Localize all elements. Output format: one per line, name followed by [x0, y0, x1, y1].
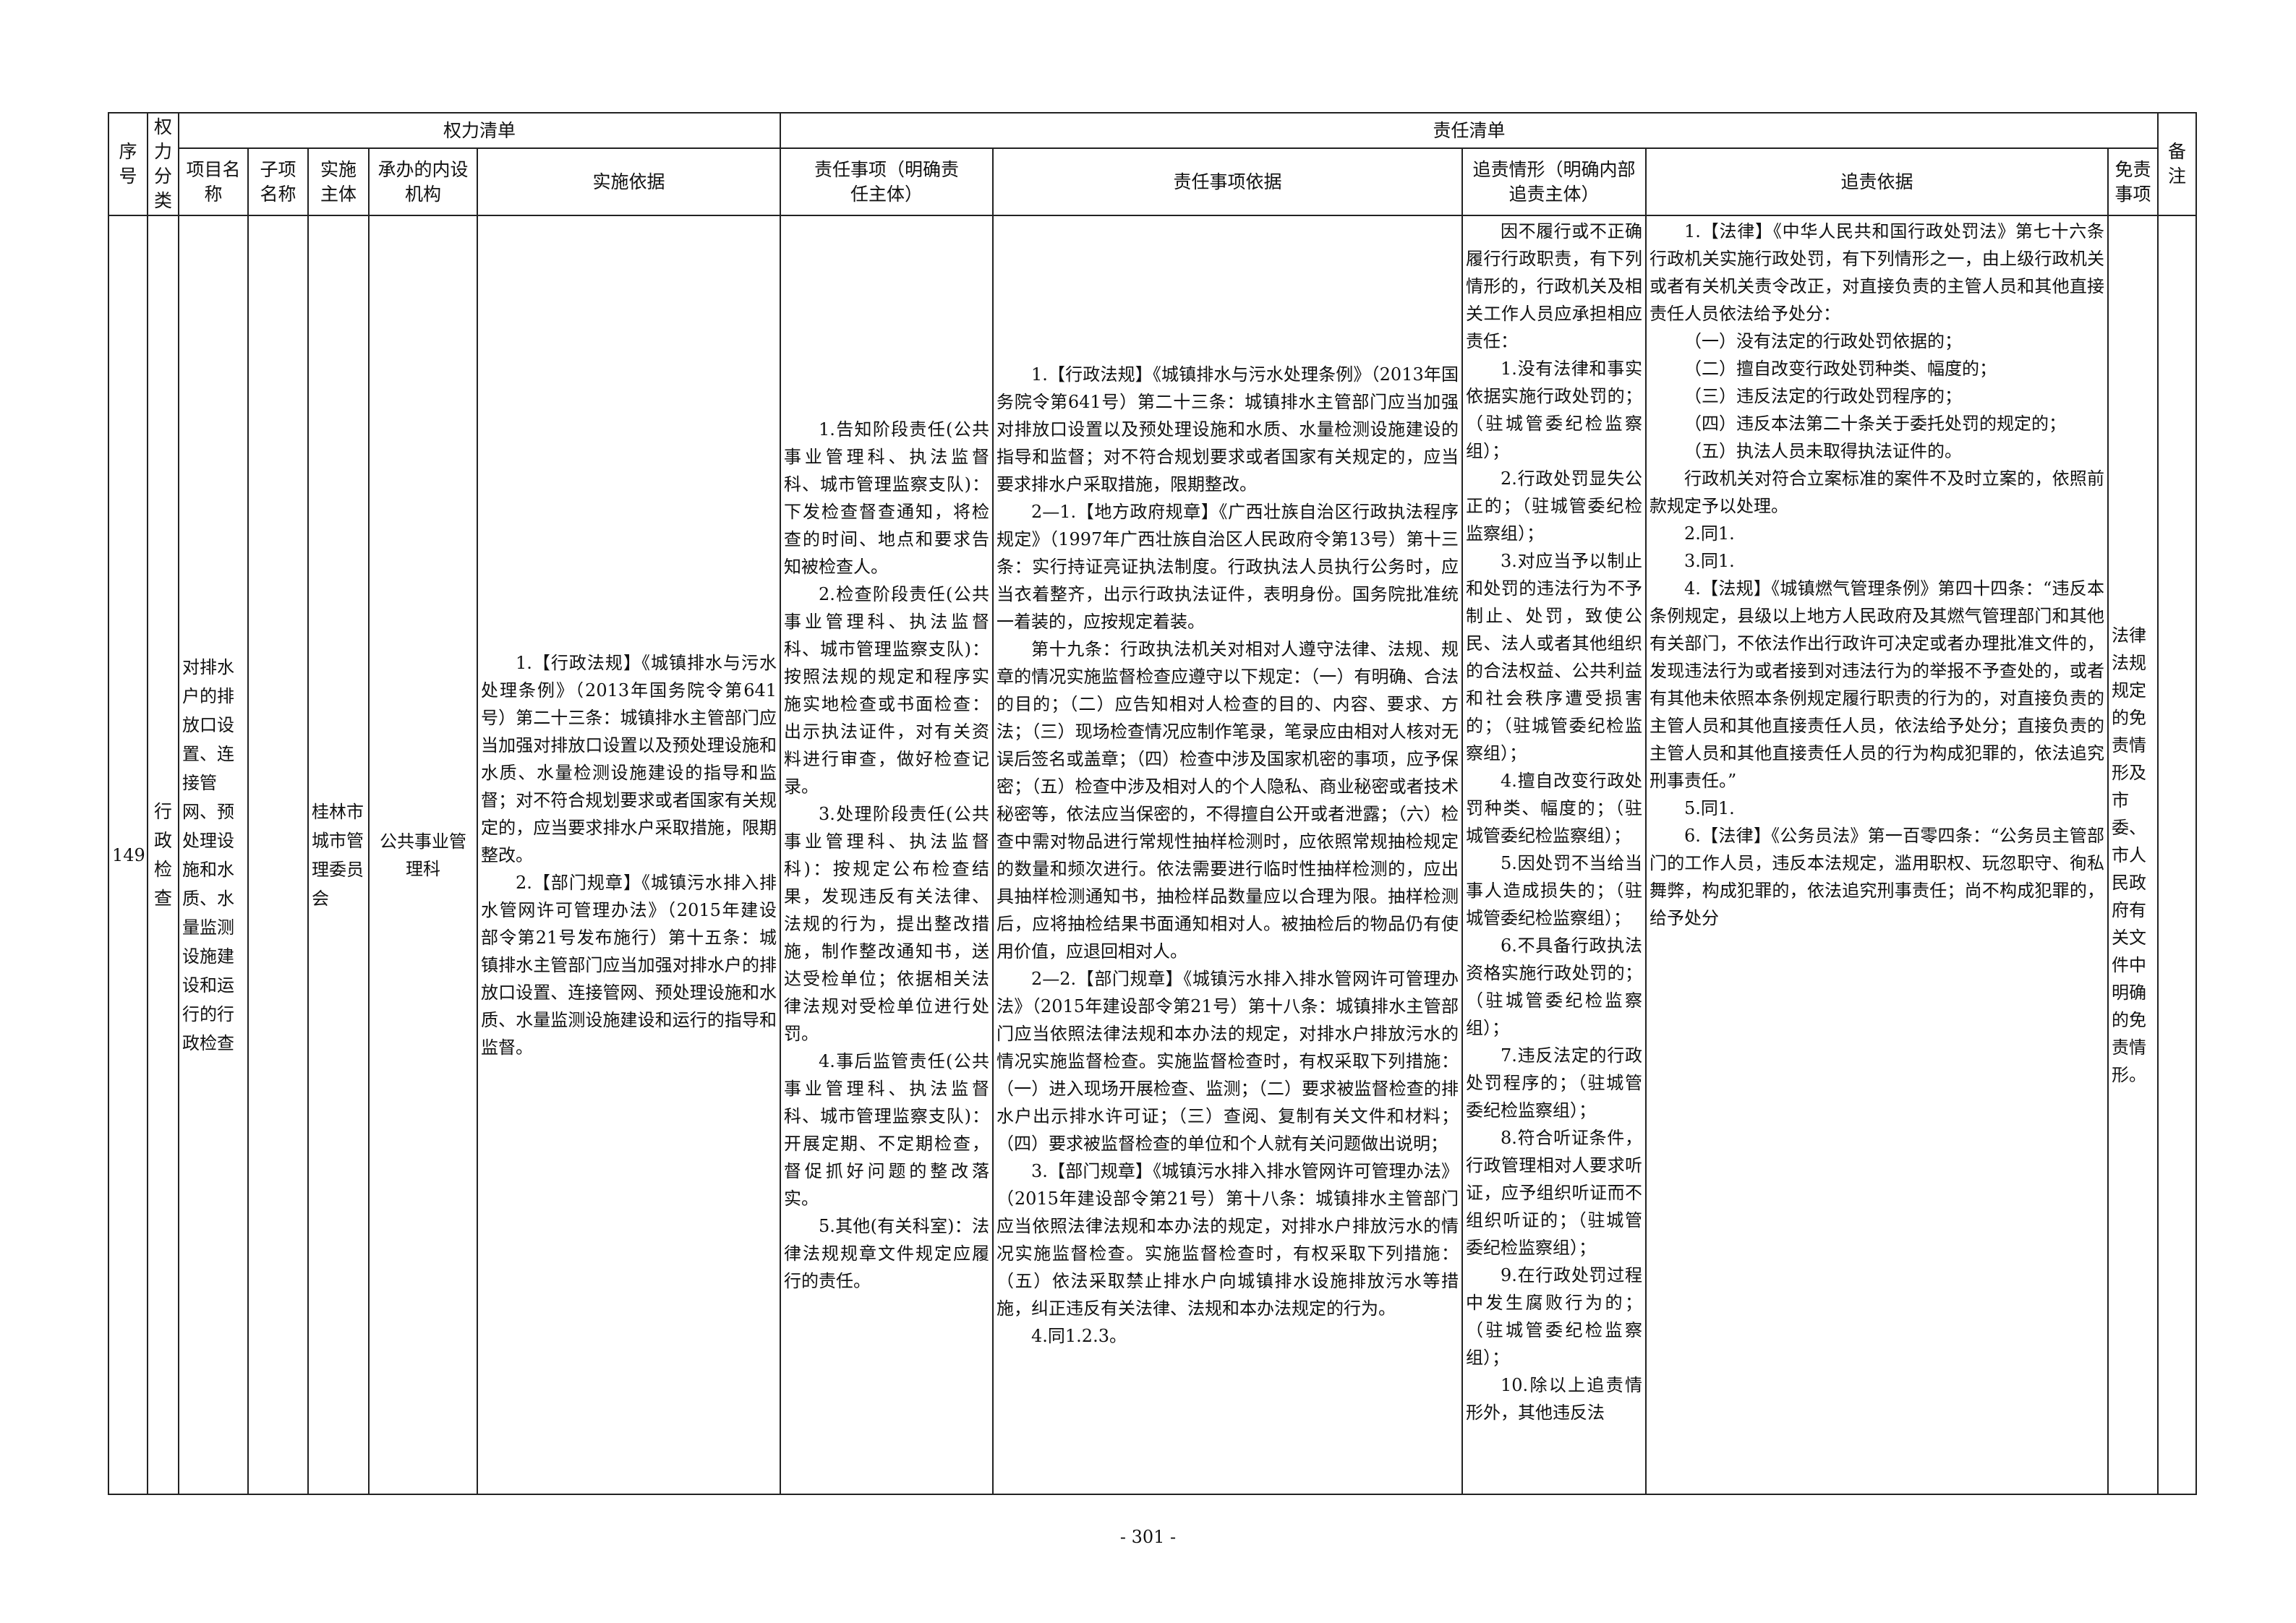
- paragraph: （五）执法人员未取得执法证件的。: [1684, 441, 1963, 461]
- table-row: 149 行政检查 对排水户的排放口设置、连接管网、预处理设施和水质、水量监测设施…: [108, 215, 2198, 1495]
- header-resp-basis: 责任事项依据: [992, 147, 1464, 216]
- paragraph: 10.除以上追责情形外，其他违反法: [1466, 1375, 1643, 1423]
- paragraph: 9.在行政处罚过程中发生腐败行为的；（驻城管委纪检监察组）；: [1466, 1265, 1643, 1368]
- paragraph: 4.【法规】《城镇燃气管理条例》第四十四条：“违反本条例规定，县级以上地方人民政…: [1650, 578, 2105, 791]
- paragraph: 1.【法律】《中华人民共和国行政处罚法》第七十六条 行政机关实施行政处罚，有下列…: [1650, 221, 2105, 324]
- paragraph: 6.不具备行政执法资格实施行政处罚的；（驻城管委纪检监察组）；: [1466, 935, 1643, 1038]
- header-sub-item-name: 子项名称: [247, 147, 309, 216]
- header-remarks: 备注: [2157, 112, 2198, 216]
- cell-exemption: 法律法规规定的免责情形及市委、市人民政府有关文件中明确的免责情形。: [2107, 215, 2159, 1495]
- paragraph: 5.因处罚不当给当事人造成损失的；（驻城管委纪检监察组）；: [1466, 853, 1643, 928]
- paragraph: （一）没有法定的行政处罚依据的；: [1684, 331, 1963, 351]
- paragraph: 2.【部门规章】《城镇污水排入排水管网许可管理办法》（2015年建设部令第21号…: [481, 872, 777, 1058]
- paragraph: （二）擅自改变行政处罚种类、幅度的；: [1684, 359, 1997, 379]
- header-accountability: 追责情形（明确内部追责主体）: [1461, 147, 1647, 216]
- header-item-name: 项目名称: [178, 147, 249, 216]
- header-accountability-basis: 追责依据: [1645, 147, 2109, 216]
- paragraph: 6.【法律】《公务员法》第一百零四条：“公务员主管部门的工作人员，违反本法规定，…: [1650, 826, 2105, 928]
- paragraph: 因不履行或不正确履行行政职责，有下列情形的，行政机关及相关工作人员应承担相应责任…: [1466, 221, 1643, 351]
- paragraph: （四）违反本法第二十条关于委托处罚的规定的；: [1684, 414, 2067, 434]
- cell-item-name: 对排水户的排放口设置、连接管网、预处理设施和水质、水量监测设施建设和运行的行政检…: [178, 215, 249, 1495]
- paragraph: 第十九条：行政执法机关对相对人遵守法律、法规、规章的情况实施监督检查应遵守以下规…: [997, 638, 1459, 962]
- paragraph: 1.【行政法规】《城镇排水与污水处理条例》（2013年国务院令第641号）第二十…: [997, 364, 1459, 494]
- header-responsibility-list: 责任清单: [780, 112, 2159, 149]
- cell-accountability: 因不履行或不正确履行行政职责，有下列情形的，行政机关及相关工作人员应承担相应责任…: [1461, 215, 1647, 1495]
- cell-internal-org: 公共事业管理科: [368, 215, 478, 1495]
- cell-resp-basis: 1.【行政法规】《城镇排水与污水处理条例》（2013年国务院令第641号）第二十…: [992, 215, 1464, 1495]
- paragraph: 5.同1.: [1684, 798, 1735, 818]
- paragraph: 1.告知阶段责任(公共事业管理科、执法监督科、城市管理监察支队)：下发检查督查通…: [784, 419, 990, 577]
- paragraph: 行政机关对符合立案标准的案件不及时立案的，依照前款规定予以处理。: [1650, 468, 2105, 516]
- header-resp-items: 责任事项（明确责任主体）: [780, 147, 994, 216]
- paragraph: 3.同1.: [1684, 551, 1735, 571]
- header-basis: 实施依据: [476, 147, 782, 216]
- header-exemption: 免责事项: [2107, 147, 2159, 216]
- page-number: - 301 -: [1119, 1527, 1177, 1547]
- power-responsibility-table: 序号 权力分类 权力清单 责任清单 备注 项目名称 子项名称 实施主体 承办的内…: [108, 112, 2198, 1495]
- cell-seq: 149: [108, 215, 148, 1495]
- paragraph: 2.同1.: [1684, 523, 1735, 544]
- header-seq: 序号: [108, 112, 148, 216]
- paragraph: 4.同1.2.3。: [1031, 1325, 1127, 1346]
- paragraph: 1.【行政法规】《城镇排水与污水处理条例》（2013年国务院令第641号）第二十…: [481, 652, 777, 865]
- paragraph: 4.事后监管责任(公共事业管理科、执法监督科、城市管理监察支队)：开展定期、不定…: [784, 1050, 990, 1209]
- paragraph: 2—2.【部门规章】《城镇污水排入排水管网许可管理办法》（2015年建设部令第2…: [997, 968, 1459, 1154]
- header-internal-org: 承办的内设机构: [368, 147, 478, 216]
- paragraph: 7.违反法定的行政处罚程序的；（驻城管委纪检监察组）；: [1466, 1045, 1643, 1121]
- cell-basis: 1.【行政法规】《城镇排水与污水处理条例》（2013年国务院令第641号）第二十…: [476, 215, 782, 1495]
- paragraph: 4.擅自改变行政处罚种类、幅度的；（驻城管委纪检监察组）；: [1466, 771, 1643, 846]
- paragraph: 8.符合听证条件，行政管理相对人要求听证，应予组织听证而不组织听证的；（驻城管委…: [1466, 1128, 1643, 1258]
- header-subject: 实施主体: [307, 147, 370, 216]
- paragraph: （三）违反法定的行政处罚程序的；: [1684, 386, 1963, 406]
- paragraph: 2.行政处罚显失公正的；（驻城管委纪检监察组）；: [1466, 468, 1643, 544]
- cell-remarks: [2157, 215, 2198, 1495]
- paragraph: 3.【部门规章】《城镇污水排入排水管网许可管理办法》（2015年建设部令第21号…: [997, 1160, 1459, 1319]
- paragraph: 2.检查阶段责任(公共事业管理科、执法监督科、城市管理监察支队)：按照法规的规定…: [784, 583, 990, 797]
- header-power-list: 权力清单: [177, 112, 782, 149]
- cell-accountability-basis: 1.【法律】《中华人民共和国行政处罚法》第七十六条 行政机关实施行政处罚，有下列…: [1645, 215, 2109, 1495]
- cell-subject: 桂林市城市管理委员会: [307, 215, 370, 1495]
- paragraph: 3.对应当予以制止和处罚的违法行为不予制止、处罚，致使公民、法人或者其他组织的合…: [1466, 551, 1643, 763]
- paragraph: 5.其他(有关科室)：法律法规规章文件规定应履行的责任。: [784, 1215, 990, 1291]
- cell-sub-item-name: [247, 215, 309, 1495]
- paragraph: 1.没有法律和事实依据实施行政处罚的；（驻城管委纪检监察组）；: [1466, 359, 1643, 461]
- paragraph: 2—1.【地方政府规章】《广西壮族自治区行政执法程序规定》（1997年广西壮族自…: [997, 501, 1459, 632]
- paragraph: 3.处理阶段责任(公共事业管理科、执法监督科)：按规定公布检查结果，发现违反有关…: [784, 803, 990, 1044]
- cell-category: 行政检查: [147, 215, 179, 1495]
- header-category: 权力分类: [147, 112, 179, 216]
- cell-resp-items: 1.告知阶段责任(公共事业管理科、执法监督科、城市管理监察支队)：下发检查督查通…: [780, 215, 994, 1495]
